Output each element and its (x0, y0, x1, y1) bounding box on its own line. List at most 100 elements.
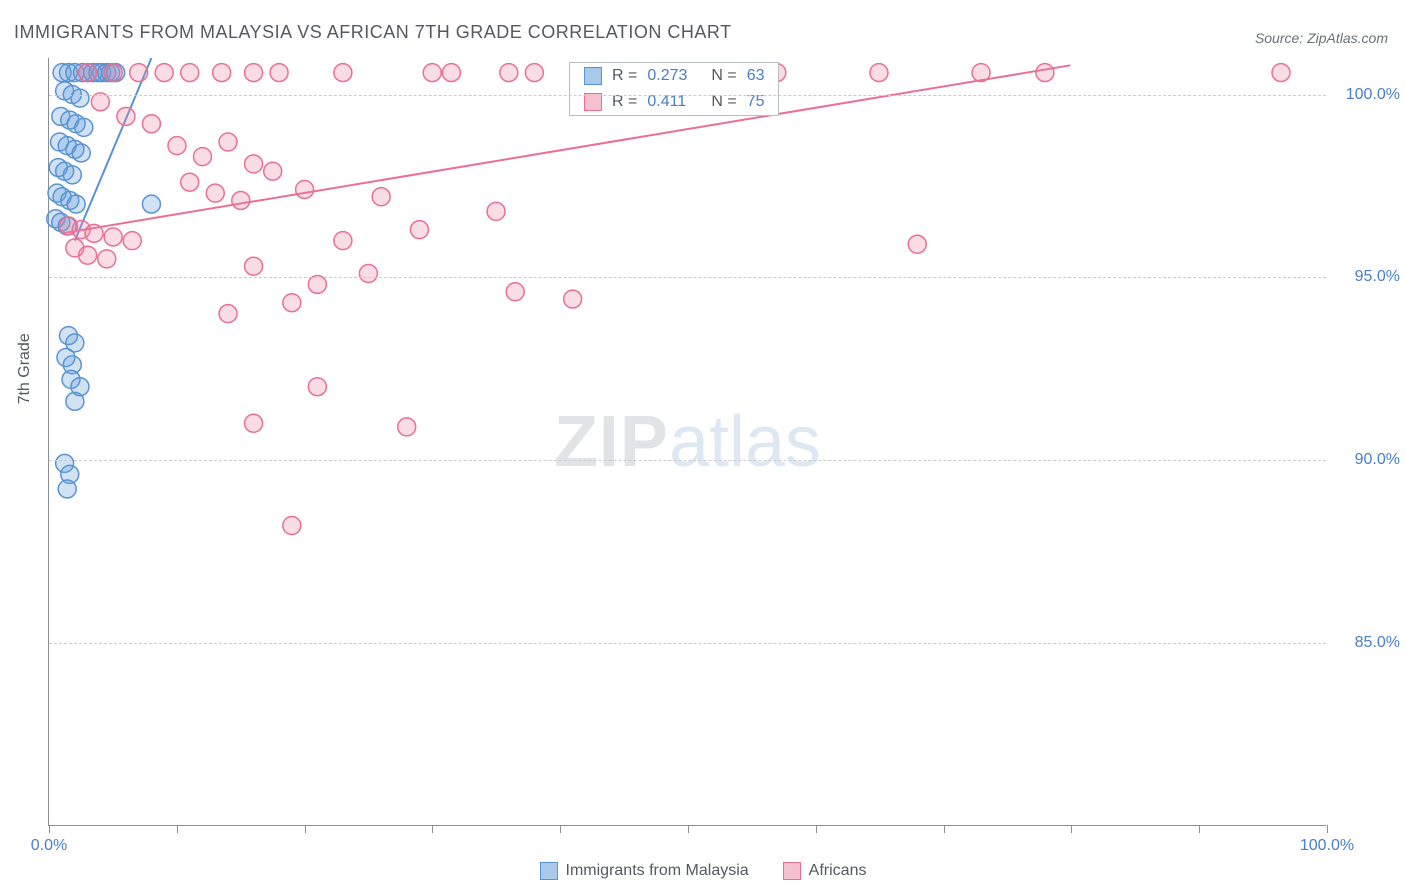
data-point-africans (283, 294, 301, 312)
x-tick (816, 825, 817, 833)
data-point-africans (270, 64, 288, 82)
data-point-malaysia (58, 480, 76, 498)
data-point-africans (168, 137, 186, 155)
y-tick-label: 100.0% (1334, 86, 1400, 104)
data-point-africans (398, 418, 416, 436)
data-point-africans (972, 64, 990, 82)
series-legend-item-malaysia: Immigrants from Malaysia (540, 862, 749, 880)
data-point-africans (296, 180, 314, 198)
data-point-africans (104, 64, 122, 82)
data-point-africans (487, 202, 505, 220)
source-attribution: Source: ZipAtlas.com (1255, 30, 1388, 46)
x-tick (1327, 825, 1328, 833)
data-point-africans (334, 64, 352, 82)
gridline-h (49, 277, 1326, 278)
data-point-africans (359, 265, 377, 283)
gridline-h (49, 643, 1326, 644)
data-point-africans (123, 232, 141, 250)
legend-n-value-malaysia: 63 (747, 67, 765, 85)
series-legend-item-africans: Africans (783, 862, 867, 880)
legend-row-malaysia: R = 0.273 N = 63 (570, 63, 778, 89)
data-point-africans (283, 517, 301, 535)
data-point-africans (79, 64, 97, 82)
data-point-africans (219, 133, 237, 151)
legend-swatch-africans (584, 93, 602, 111)
data-point-malaysia (75, 118, 93, 136)
series-swatch-malaysia (540, 862, 558, 880)
legend-r-value-malaysia: 0.273 (647, 67, 701, 85)
trend-line-africans (62, 65, 1070, 233)
data-point-africans (1036, 64, 1054, 82)
series-label-africans: Africans (809, 862, 867, 880)
data-point-africans (308, 378, 326, 396)
data-point-africans (423, 64, 441, 82)
data-point-africans (213, 64, 231, 82)
data-point-africans (219, 305, 237, 323)
data-point-africans (525, 64, 543, 82)
data-point-africans (1272, 64, 1290, 82)
source-name: ZipAtlas.com (1307, 30, 1388, 46)
data-point-africans (181, 64, 199, 82)
data-point-africans (908, 235, 926, 253)
data-point-africans (500, 64, 518, 82)
data-point-africans (264, 162, 282, 180)
y-tick-label: 85.0% (1334, 634, 1400, 652)
data-point-malaysia (72, 144, 90, 162)
data-point-africans (232, 191, 250, 209)
series-swatch-africans (783, 862, 801, 880)
x-tick (1071, 825, 1072, 833)
legend-row-africans: R = 0.411 N = 75 (570, 89, 778, 115)
data-point-africans (155, 64, 173, 82)
y-axis-label: 7th Grade (16, 333, 34, 404)
series-legend: Immigrants from Malaysia Africans (0, 862, 1406, 880)
data-point-africans (245, 155, 263, 173)
data-point-malaysia (142, 195, 160, 213)
gridline-h (49, 95, 1326, 96)
data-point-africans (506, 283, 524, 301)
legend-n-value-africans: 75 (747, 93, 765, 111)
chart-title: IMMIGRANTS FROM MALAYSIA VS AFRICAN 7TH … (14, 22, 732, 43)
data-point-africans (245, 257, 263, 275)
x-tick (49, 825, 50, 833)
data-point-africans (245, 64, 263, 82)
legend-n-label: N = (711, 93, 736, 111)
data-point-africans (410, 221, 428, 239)
gridline-h (49, 460, 1326, 461)
data-point-africans (870, 64, 888, 82)
data-point-africans (372, 188, 390, 206)
x-tick (432, 825, 433, 833)
x-tick-label: 0.0% (31, 837, 67, 855)
data-point-malaysia (67, 195, 85, 213)
data-point-africans (130, 64, 148, 82)
legend-n-label: N = (711, 67, 736, 85)
legend-swatch-malaysia (584, 67, 602, 85)
data-point-africans (85, 224, 103, 242)
data-point-africans (104, 228, 122, 246)
plot-area: ZIPatlas R =0.273N =63R =0.411N =75 85.0… (48, 58, 1326, 826)
data-point-africans (442, 64, 460, 82)
data-point-africans (142, 115, 160, 133)
chart-container: IMMIGRANTS FROM MALAYSIA VS AFRICAN 7TH … (0, 0, 1406, 892)
data-point-africans (564, 290, 582, 308)
y-tick-label: 90.0% (1334, 451, 1400, 469)
legend-r-value-africans: 0.411 (647, 93, 701, 111)
data-point-africans (245, 414, 263, 432)
data-point-africans (194, 148, 212, 166)
legend-r-label: R = (612, 93, 637, 111)
x-tick (944, 825, 945, 833)
correlation-legend: R = 0.273 N = 63 R = 0.411 N = 75 (569, 62, 779, 116)
data-point-africans (181, 173, 199, 191)
data-point-malaysia (66, 392, 84, 410)
x-tick (1199, 825, 1200, 833)
data-point-malaysia (71, 89, 89, 107)
x-tick (177, 825, 178, 833)
y-tick-label: 95.0% (1334, 268, 1400, 286)
data-point-africans (98, 250, 116, 268)
data-point-malaysia (63, 166, 81, 184)
x-tick (688, 825, 689, 833)
scatter-svg (49, 58, 1326, 825)
data-point-africans (334, 232, 352, 250)
x-tick-label: 100.0% (1300, 837, 1354, 855)
data-point-africans (206, 184, 224, 202)
legend-r-label: R = (612, 67, 637, 85)
